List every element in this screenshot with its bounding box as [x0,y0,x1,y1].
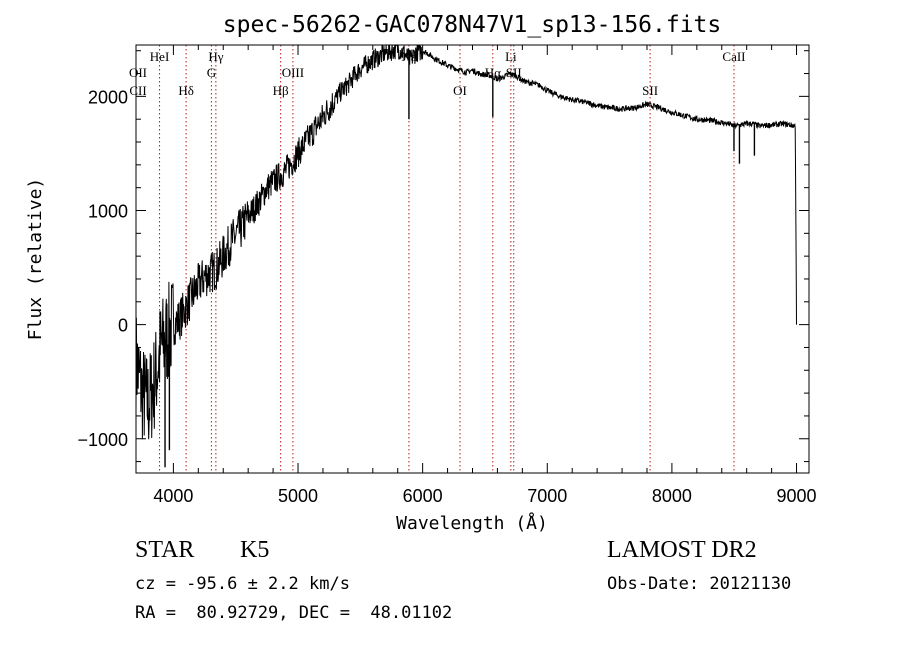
line-label: CII [129,83,146,98]
x-axis-label: Wavelength (Å) [396,512,548,534]
line-label: Hδ [178,83,194,98]
y-tick-label: −1000 [77,430,128,450]
line-label: OIII [282,65,304,80]
line-label: OI [453,83,467,98]
subclass: K5 [240,537,270,563]
line-label: G [207,65,216,80]
spectral-line-markers [159,45,735,473]
coordinates: RA = 80.92729, DEC = 48.01102 [135,603,453,623]
x-tick-label: 7000 [527,486,567,506]
line-label: OII [129,65,147,80]
observation-date: Obs-Date: 20121130 [607,574,792,594]
object-type: STAR [135,537,195,563]
line-label: SII [506,65,522,80]
x-tick-label: 4000 [153,486,193,506]
flux-series-line [135,44,797,440]
y-tick-label: 1000 [88,201,128,221]
chart-title: spec-56262-GAC078N47V1_sp13-156.fits [223,12,722,38]
x-tick-label: 9000 [777,486,817,506]
line-label: HeI [150,49,170,64]
y-tick-label: 2000 [88,87,128,107]
line-label: Hβ [273,83,289,98]
absorption-dips [164,58,756,468]
x-tick-label: 8000 [652,486,692,506]
line-label: Hγ [208,49,223,64]
plot-frame [135,44,810,474]
survey-name: LAMOST DR2 [607,537,757,563]
line-label: CaII [722,49,745,64]
line-label: Li [505,49,517,64]
x-tick-label: 6000 [403,486,443,506]
line-label: SII [642,83,658,98]
line-label: Hα [485,65,501,80]
line-label: Na [401,49,416,64]
redshift-velocity: cz = -95.6 ± 2.2 km/s [135,574,350,594]
y-tick-label: 0 [118,316,128,336]
x-axis-ticks: 4000 5000 6000 7000 8000 9000 [153,45,817,506]
x-tick-label: 5000 [278,486,318,506]
y-axis-ticks: −1000 0 1000 2000 [77,50,809,463]
y-axis-label: Flux (relative) [25,178,46,341]
